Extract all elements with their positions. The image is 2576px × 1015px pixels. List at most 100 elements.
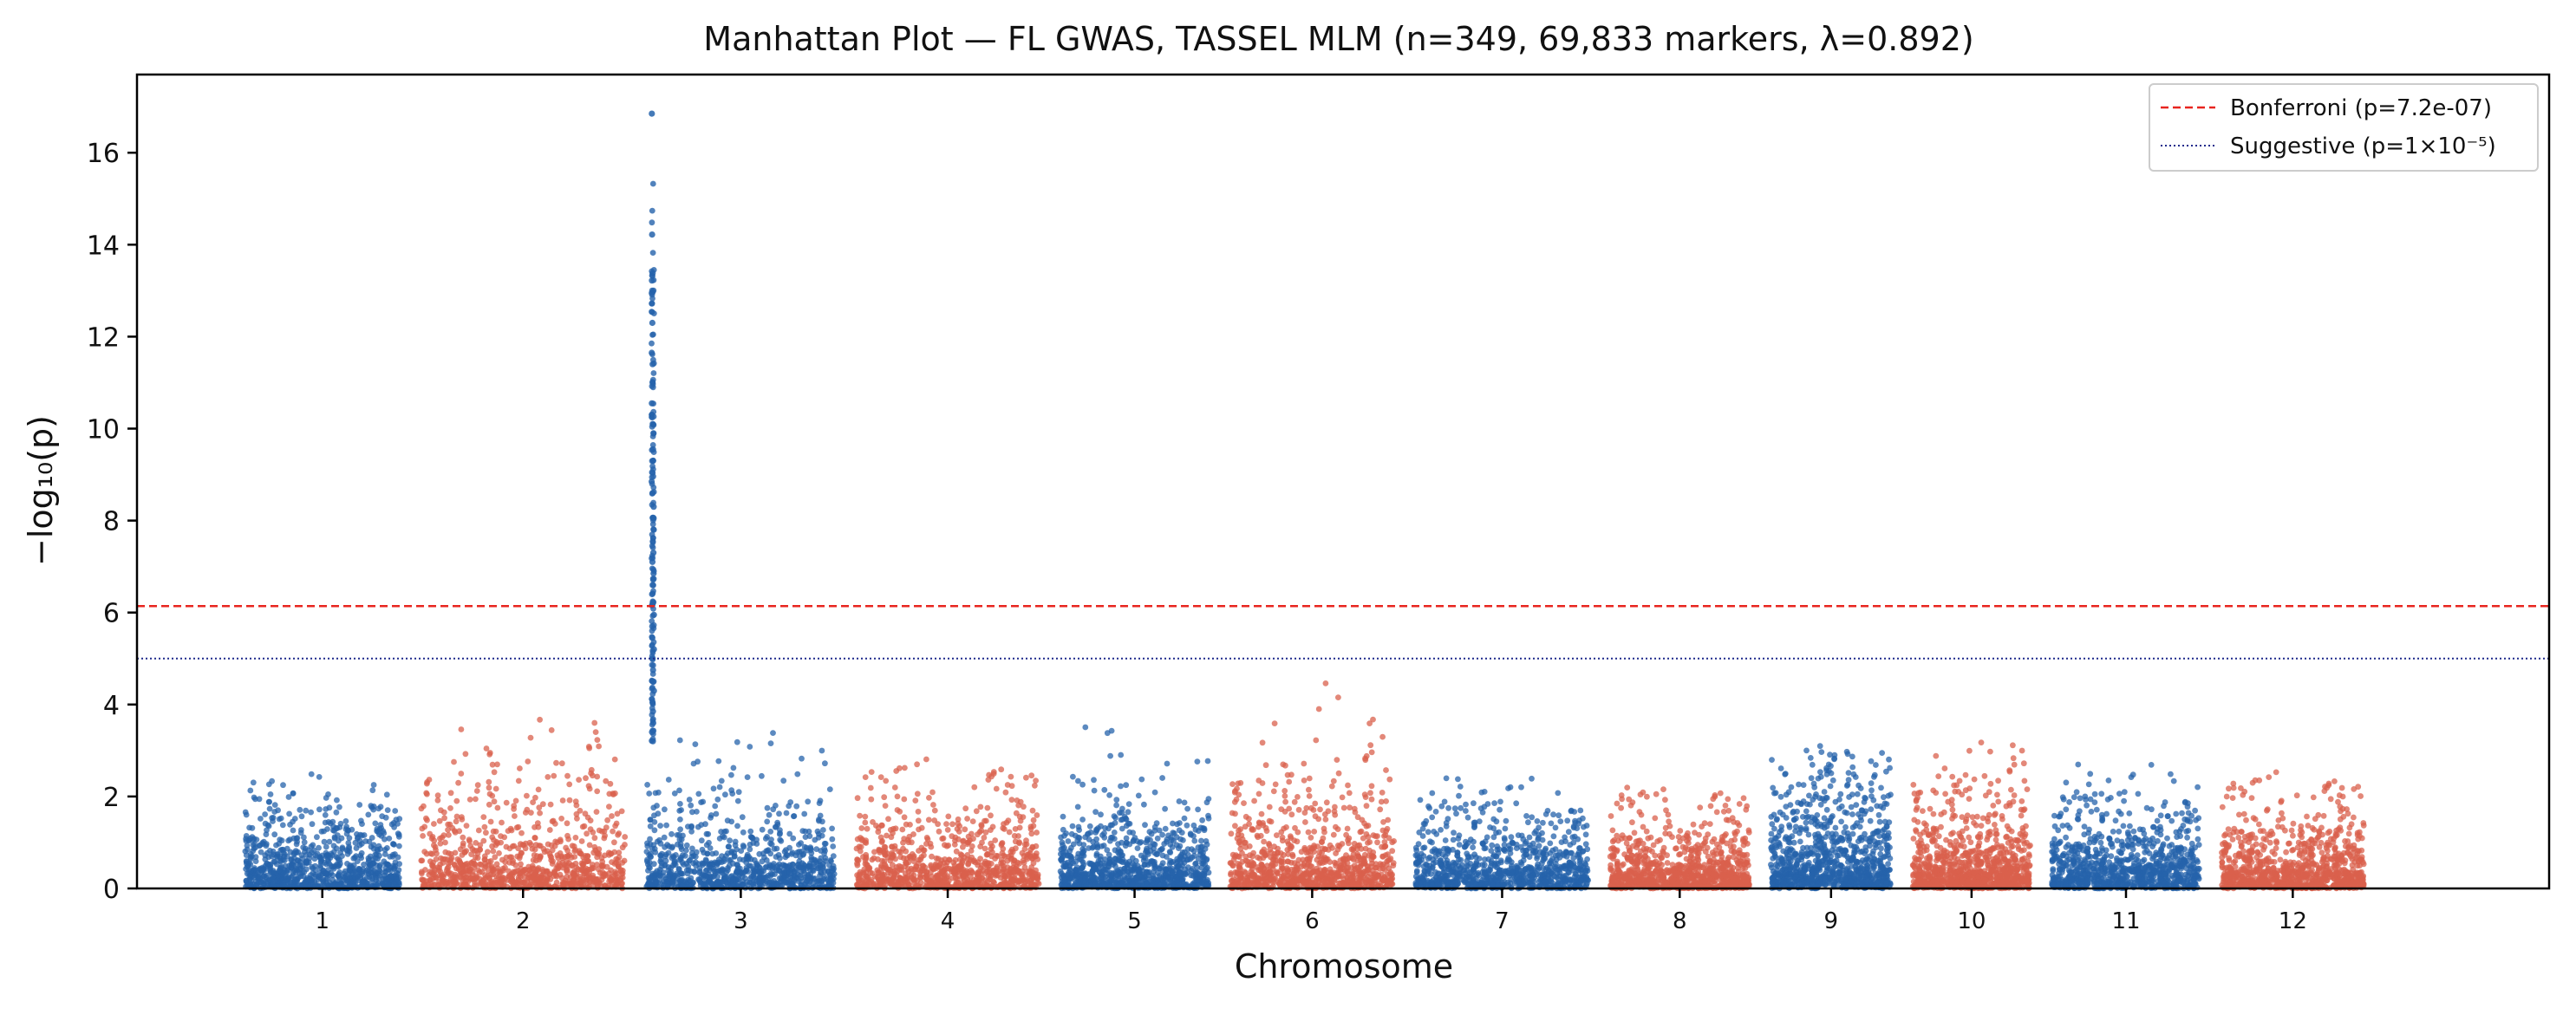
marker-point	[1104, 847, 1111, 854]
marker-point	[1129, 855, 1136, 862]
marker-point	[609, 859, 615, 865]
marker-point	[585, 783, 592, 790]
marker-point	[433, 856, 440, 862]
marker-point	[1134, 845, 1141, 851]
marker-point	[456, 828, 463, 835]
marker-point	[281, 857, 288, 863]
marker-point	[824, 876, 831, 882]
marker-point	[930, 802, 936, 808]
marker-point	[717, 879, 723, 886]
marker-point	[1075, 778, 1081, 784]
marker-point	[1241, 800, 1247, 806]
marker-point	[1203, 799, 1210, 806]
marker-point	[884, 832, 890, 839]
marker-point	[259, 868, 265, 874]
marker-point	[515, 875, 522, 881]
marker-point	[375, 843, 382, 849]
marker-point	[993, 852, 1000, 859]
marker-point	[324, 882, 331, 888]
marker-point	[480, 814, 487, 820]
marker-point	[902, 874, 909, 881]
marker-point	[804, 877, 811, 884]
marker-point	[532, 857, 539, 864]
marker-point	[584, 814, 591, 821]
marker-point	[601, 835, 608, 842]
marker-point	[485, 873, 491, 880]
marker-point	[545, 875, 551, 881]
marker-point	[789, 861, 796, 868]
marker-point	[433, 847, 439, 853]
marker-point	[1200, 825, 1206, 831]
marker-point	[537, 810, 543, 817]
marker-point	[1034, 812, 1040, 818]
marker-point	[522, 840, 529, 847]
marker-point	[252, 796, 258, 803]
marker-point	[247, 787, 254, 794]
marker-point	[610, 873, 616, 879]
marker-point	[767, 829, 774, 835]
marker-point	[706, 839, 712, 846]
marker-point	[647, 817, 654, 823]
marker-point	[875, 829, 882, 836]
marker-point	[559, 797, 566, 804]
marker-point	[552, 838, 558, 845]
marker-point	[265, 781, 272, 788]
marker-point	[532, 835, 538, 842]
marker-point	[473, 788, 480, 794]
marker-point	[903, 821, 910, 828]
marker-point	[431, 821, 437, 827]
marker-point	[249, 853, 255, 860]
marker-point	[1330, 831, 1337, 838]
marker-point	[538, 874, 545, 881]
marker-point	[264, 822, 271, 829]
marker-point	[354, 831, 360, 837]
marker-point	[595, 866, 602, 873]
marker-point	[1173, 842, 1180, 849]
marker-point	[708, 815, 714, 821]
marker-point	[572, 835, 579, 841]
marker-point	[333, 809, 340, 816]
marker-point	[1146, 829, 1153, 835]
marker-point	[359, 821, 365, 827]
marker-point	[421, 803, 427, 810]
marker-point	[343, 830, 350, 837]
marker-point	[477, 847, 483, 853]
marker-point	[936, 875, 942, 882]
marker-point	[721, 858, 727, 864]
marker-point	[1057, 868, 1064, 875]
marker-point	[303, 859, 309, 866]
marker-point	[599, 858, 606, 865]
marker-point	[463, 823, 470, 829]
marker-point	[744, 774, 751, 780]
marker-point	[557, 862, 564, 869]
marker-point	[1093, 841, 1100, 848]
marker-point	[1205, 815, 1212, 822]
marker-point	[901, 814, 908, 821]
marker-point	[434, 792, 441, 799]
marker-point	[868, 769, 875, 775]
marker-point	[713, 810, 720, 817]
marker-point	[650, 861, 657, 868]
marker-point	[445, 827, 451, 833]
marker-point	[437, 840, 444, 847]
marker-point	[258, 849, 264, 856]
marker-point	[618, 808, 625, 815]
marker-point	[1151, 828, 1158, 834]
marker-point	[793, 803, 800, 810]
marker-point	[901, 796, 908, 803]
marker-point	[1128, 867, 1135, 874]
marker-point	[668, 830, 675, 837]
marker-point	[830, 843, 837, 849]
marker-point	[1029, 807, 1036, 814]
marker-point	[512, 797, 519, 804]
marker-point	[657, 823, 663, 829]
marker-point	[1262, 762, 1269, 769]
marker-point	[725, 843, 732, 850]
marker-point	[532, 842, 539, 849]
marker-point	[1143, 849, 1149, 856]
marker-point	[427, 869, 434, 875]
marker-point	[308, 771, 315, 778]
marker-point	[564, 772, 571, 779]
marker-point	[796, 842, 802, 848]
marker-point	[285, 794, 292, 800]
